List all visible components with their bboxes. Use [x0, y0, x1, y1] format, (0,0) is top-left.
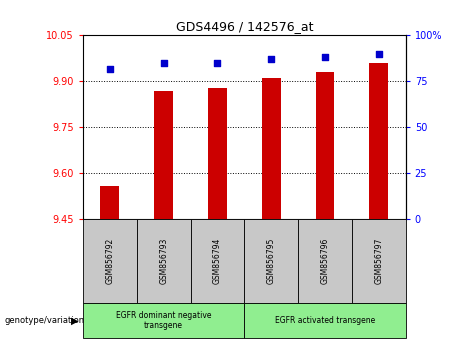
- Bar: [208, 87, 227, 219]
- Bar: [83, 303, 244, 338]
- Text: ▶: ▶: [71, 315, 79, 325]
- Text: GSM856792: GSM856792: [106, 238, 114, 284]
- Bar: [100, 186, 119, 219]
- Text: EGFR activated transgene: EGFR activated transgene: [275, 316, 375, 325]
- Title: GDS4496 / 142576_at: GDS4496 / 142576_at: [176, 20, 313, 33]
- Text: GSM856793: GSM856793: [159, 238, 168, 284]
- Bar: [137, 219, 190, 303]
- Bar: [262, 78, 281, 219]
- Text: EGFR dominant negative
transgene: EGFR dominant negative transgene: [116, 311, 212, 330]
- Bar: [316, 72, 334, 219]
- Text: GSM856797: GSM856797: [374, 238, 383, 284]
- Text: GSM856794: GSM856794: [213, 238, 222, 284]
- Bar: [154, 91, 173, 219]
- Point: [375, 51, 383, 57]
- Point: [321, 55, 329, 60]
- Point: [267, 57, 275, 62]
- Bar: [190, 219, 244, 303]
- Text: GSM856796: GSM856796: [320, 238, 330, 284]
- Text: GSM856795: GSM856795: [267, 238, 276, 284]
- Bar: [352, 219, 406, 303]
- Bar: [83, 219, 137, 303]
- Point: [214, 60, 221, 66]
- Bar: [369, 63, 388, 219]
- Bar: [298, 219, 352, 303]
- Point: [160, 60, 167, 66]
- Text: genotype/variation: genotype/variation: [5, 316, 85, 325]
- Point: [106, 66, 113, 72]
- Bar: [244, 219, 298, 303]
- Bar: [244, 303, 406, 338]
